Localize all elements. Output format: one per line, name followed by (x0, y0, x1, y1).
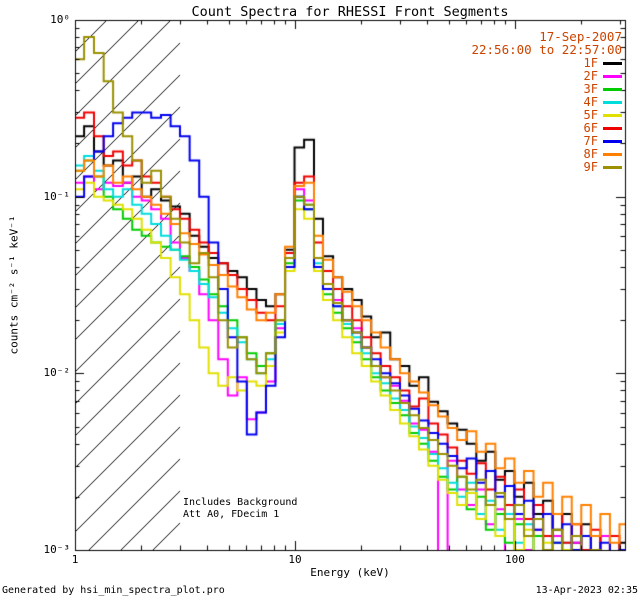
y-tick-label: 10⁰ (50, 13, 70, 26)
y-tick-label: 10⁻² (43, 366, 71, 380)
time-range-label: 22:56:00 to 22:57:00 (471, 42, 622, 57)
legend-item: 7F (584, 135, 622, 148)
legend-label: 8F (583, 147, 598, 161)
y-tick-label: 10⁻¹ (43, 189, 71, 203)
y-axis-label: counts cm⁻² s⁻¹ keV⁻¹ (7, 215, 21, 355)
legend-label: 6F (583, 121, 598, 135)
legend-item: 3F (584, 83, 622, 96)
footer-generated-by: Generated by hsi_min_spectra_plot.pro (2, 585, 225, 596)
legend-label: 1F (583, 56, 598, 70)
legend-item: 1F (584, 57, 622, 70)
footer-timestamp: 13-Apr-2023 02:35 (535, 585, 638, 596)
attenuator-note: Att A0, FDecim 1 (183, 509, 280, 520)
legend-swatch (603, 88, 622, 91)
legend-swatch (603, 166, 622, 169)
legend-label: 9F (583, 160, 598, 174)
legend-item: 8F (584, 148, 622, 161)
x-axis-label: Energy (keV) (310, 566, 390, 579)
legend-label: 5F (583, 108, 598, 122)
legend-swatch (603, 75, 622, 78)
legend-item: 4F (584, 96, 622, 109)
chart-title: Count Spectra for RHESSI Front Segments (191, 4, 509, 20)
legend-label: 3F (583, 82, 598, 96)
x-tick-label: 1 (71, 553, 79, 566)
legend-swatch (603, 153, 622, 156)
legend-item: 2F (584, 70, 622, 83)
date-label: 17-Sep-2007 (539, 29, 622, 44)
legend: 1F 2F 3F 4F 5F 6F 7F 8F 9F (584, 57, 622, 174)
legend-swatch (603, 127, 622, 130)
legend-swatch (603, 140, 622, 143)
includes-background-note: Includes Background (183, 497, 298, 508)
y-tick-label: 10⁻³ (43, 543, 71, 556)
legend-swatch (603, 114, 622, 117)
legend-item: 9F (584, 161, 622, 174)
legend-item: 5F (584, 109, 622, 122)
legend-label: 4F (583, 95, 598, 109)
legend-item: 6F (584, 122, 622, 135)
x-tick-label: 100 (505, 553, 525, 566)
legend-label: 2F (583, 69, 598, 83)
x-tick-label: 10 (288, 553, 302, 566)
legend-swatch (603, 101, 622, 104)
legend-swatch (603, 62, 622, 65)
legend-label: 7F (583, 134, 598, 148)
